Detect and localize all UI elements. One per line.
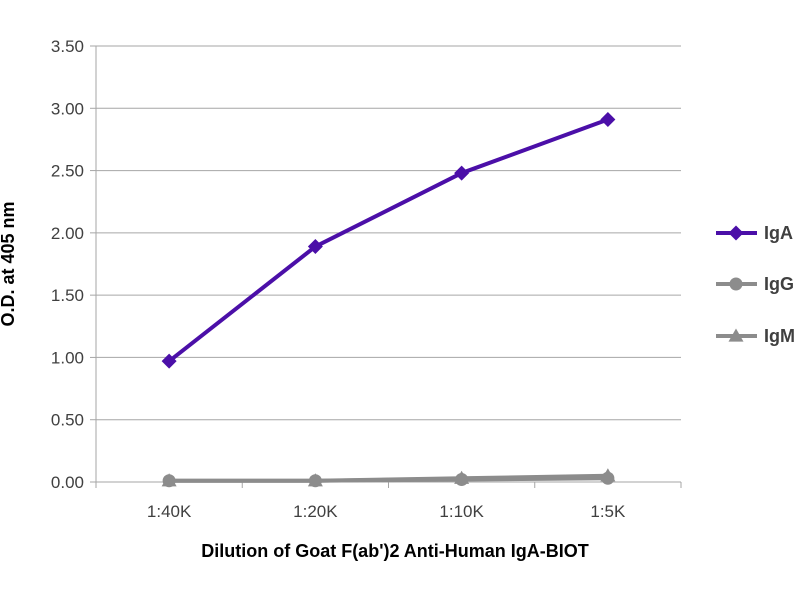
y-axis-title: O.D. at 405 nm	[0, 201, 18, 326]
y-tick-label: 2.00	[51, 224, 84, 243]
y-tick-label: 3.50	[51, 37, 84, 56]
gridlines	[96, 45, 681, 421]
x-axis-title: Dilution of Goat F(ab')2 Anti-Human IgA-…	[201, 541, 589, 561]
legend: IgA IgG IgM	[716, 223, 795, 346]
data-point	[600, 111, 616, 127]
data-point	[601, 471, 615, 485]
legend-marker	[729, 277, 743, 291]
data-point	[161, 353, 177, 369]
tick-labels: 0.00 0.50 1.00 1.50 2.00 2.50 3.00 3.50 1:40K 1:2…	[51, 37, 626, 521]
legend-marker	[728, 225, 744, 241]
data-point	[455, 473, 469, 487]
y-tick-label: 1.50	[51, 286, 84, 305]
legend-item-igm: IgM	[716, 326, 795, 346]
axes	[90, 45, 682, 488]
series	[161, 111, 616, 488]
series-line	[167, 117, 610, 364]
series-iga	[161, 111, 616, 369]
y-tick-label: 0.50	[51, 411, 84, 430]
series-line	[167, 476, 610, 483]
x-tick-label: 1:20K	[293, 502, 338, 521]
x-tick-label: 1:40K	[147, 502, 192, 521]
y-tick-label: 2.50	[51, 162, 84, 181]
x-tick-label: 1:10K	[439, 502, 484, 521]
legend-marker	[728, 328, 744, 342]
legend-item-igg: IgG	[716, 274, 794, 294]
series-igg	[162, 471, 615, 488]
x-tick-label: 1:5K	[590, 502, 626, 521]
legend-label: IgM	[764, 326, 795, 346]
legend-label: IgG	[764, 274, 794, 294]
data-point	[454, 165, 470, 181]
legend-label: IgA	[764, 223, 793, 243]
legend-item-iga: IgA	[716, 223, 793, 243]
y-tick-label: 0.00	[51, 473, 84, 492]
data-point	[308, 474, 322, 488]
y-tick-label: 1.00	[51, 348, 84, 367]
data-point	[162, 474, 176, 488]
y-tick-label: 3.00	[51, 99, 84, 118]
data-point	[307, 239, 323, 255]
